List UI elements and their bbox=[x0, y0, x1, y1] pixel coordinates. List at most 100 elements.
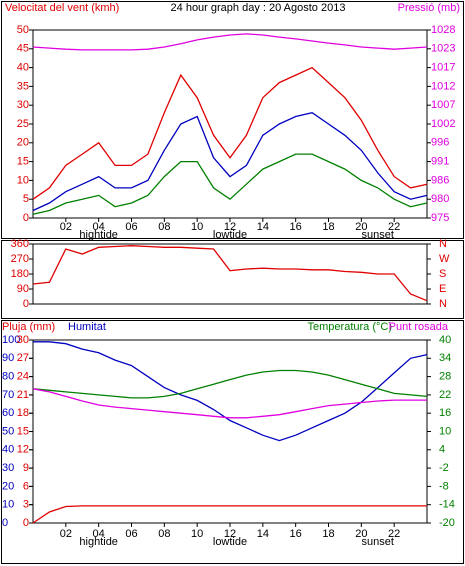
y3-tick-label: 3 bbox=[23, 499, 29, 511]
y-tick-label: 20 bbox=[2, 480, 14, 492]
data-line bbox=[32, 388, 427, 419]
y-tick-label: 20 bbox=[17, 137, 29, 149]
plot-area bbox=[32, 339, 428, 524]
y3-tick-label: 15 bbox=[17, 425, 29, 437]
y-tick-label: 40 bbox=[17, 62, 29, 74]
x-tick-label: 14 bbox=[257, 221, 269, 233]
annotation: sunset bbox=[362, 229, 394, 241]
y-tick-label: 360 bbox=[11, 238, 29, 250]
annotation: lowtide bbox=[213, 536, 247, 548]
y2-tick-label: 991 bbox=[431, 156, 449, 168]
y2-tick-label: E bbox=[439, 283, 446, 295]
legend-entry: Humitat bbox=[68, 321, 106, 333]
panel-frame bbox=[1, 240, 464, 319]
y-tick-label: 90 bbox=[2, 352, 14, 364]
y2-tick-label: 34 bbox=[439, 352, 451, 364]
legend-entry: Punt rosada bbox=[389, 321, 449, 333]
annotation: lowtide bbox=[213, 229, 247, 241]
y3-tick-label: 12 bbox=[17, 444, 29, 456]
y-tick-label: 45 bbox=[17, 43, 29, 55]
y-tick-label: 5 bbox=[23, 193, 29, 205]
y-tick-label: 30 bbox=[2, 462, 14, 474]
data-line bbox=[32, 153, 428, 215]
y3-tick-label: 18 bbox=[17, 407, 29, 419]
x-tick-label: 22 bbox=[388, 528, 400, 540]
y3-tick-label: 30 bbox=[17, 334, 29, 346]
y2-tick-label: 10 bbox=[439, 425, 451, 437]
legend-entry: Pluja (mm) bbox=[2, 321, 55, 333]
x-tick-label: 20 bbox=[355, 528, 367, 540]
x-tick-label: 06 bbox=[125, 528, 137, 540]
y-tick-label: 60 bbox=[2, 407, 14, 419]
x-tick-label: 08 bbox=[158, 221, 170, 233]
y3-tick-label: 27 bbox=[17, 352, 29, 364]
y-tick-label: 50 bbox=[17, 24, 29, 36]
x-tick-label: 16 bbox=[290, 221, 302, 233]
x-tick-label: 20 bbox=[355, 221, 367, 233]
y-tick-label: 0 bbox=[23, 212, 29, 224]
panel-frame bbox=[1, 1, 464, 239]
y-tick-label: 10 bbox=[2, 499, 14, 511]
y2-tick-label: 986 bbox=[431, 174, 449, 186]
annotation: sunset bbox=[362, 536, 394, 548]
x-tick-label: 16 bbox=[290, 528, 302, 540]
y-tick-label: 100 bbox=[2, 334, 20, 346]
data-line bbox=[32, 505, 427, 524]
y-tick-label: 90 bbox=[17, 283, 29, 295]
data-line bbox=[33, 341, 428, 442]
y2-axis-label: Pressió (mb) bbox=[398, 2, 460, 14]
x-tick-label: 10 bbox=[191, 528, 203, 540]
y2-tick-label: 28 bbox=[439, 371, 451, 383]
y2-tick-label: W bbox=[439, 253, 450, 265]
x-tick-label: 12 bbox=[224, 528, 236, 540]
y-tick-label: 35 bbox=[17, 80, 29, 92]
y2-tick-label: 996 bbox=[431, 137, 449, 149]
x-tick-label: 18 bbox=[322, 528, 334, 540]
data-line bbox=[32, 369, 428, 399]
y2-tick-label: 1017 bbox=[431, 62, 455, 74]
x-tick-label: 12 bbox=[224, 221, 236, 233]
y2-tick-label: 22 bbox=[439, 389, 451, 401]
x-tick-label: 10 bbox=[191, 221, 203, 233]
y-tick-label: 50 bbox=[2, 425, 14, 437]
x-tick-label: 18 bbox=[322, 221, 334, 233]
y-tick-label: 0 bbox=[23, 298, 29, 310]
x-tick-label: 02 bbox=[60, 528, 72, 540]
y3-tick-label: 24 bbox=[17, 371, 29, 383]
y-axis-label: Velocitat del vent (kmh) bbox=[5, 2, 119, 14]
x-tick-label: 06 bbox=[125, 221, 137, 233]
y2-tick-label: N bbox=[439, 298, 447, 310]
y2-tick-label: -8 bbox=[439, 480, 449, 492]
legend-entry: Temperatura (°C) bbox=[308, 321, 392, 333]
y-tick-label: 180 bbox=[11, 268, 29, 280]
x-tick-label: 08 bbox=[158, 528, 170, 540]
y-tick-label: 0 bbox=[2, 517, 8, 529]
annotation: hightide bbox=[79, 229, 118, 241]
data-line bbox=[32, 33, 428, 51]
y3-tick-label: 9 bbox=[23, 462, 29, 474]
y3-tick-label: 21 bbox=[17, 389, 29, 401]
y2-tick-label: 975 bbox=[431, 212, 449, 224]
data-line bbox=[32, 66, 428, 200]
y-tick-label: 80 bbox=[2, 371, 14, 383]
data-line bbox=[32, 245, 428, 302]
y2-tick-label: S bbox=[439, 268, 446, 280]
y3-tick-label: 6 bbox=[23, 480, 29, 492]
y-tick-label: 10 bbox=[17, 174, 29, 186]
y2-tick-label: 1028 bbox=[431, 24, 455, 36]
x-tick-label: 02 bbox=[60, 221, 72, 233]
y2-tick-label: N bbox=[439, 238, 447, 250]
y2-tick-label: 1002 bbox=[431, 118, 455, 130]
data-line bbox=[32, 112, 428, 212]
chart-title: 24 hour graph day : 20 Agosto 2013 bbox=[171, 2, 346, 14]
plot-area bbox=[32, 243, 428, 305]
y2-tick-label: -2 bbox=[439, 462, 449, 474]
y2-tick-label: 1023 bbox=[431, 43, 455, 55]
y-tick-label: 15 bbox=[17, 156, 29, 168]
panel-frame bbox=[1, 320, 464, 564]
y2-tick-label: 1012 bbox=[431, 80, 455, 92]
y2-tick-label: 1007 bbox=[431, 99, 455, 111]
y2-tick-label: 40 bbox=[439, 334, 451, 346]
y-tick-label: 270 bbox=[11, 253, 29, 265]
